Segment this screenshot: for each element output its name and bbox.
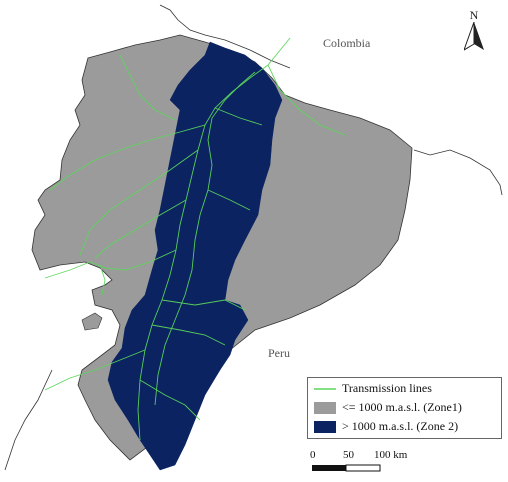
legend-label-zone1: <= 1000 m.a.s.l. (Zone1): [342, 400, 462, 414]
tline-6: [44, 249, 177, 279]
tline-11: [99, 264, 106, 296]
tline-5: [94, 199, 187, 259]
tline-8: [151, 324, 226, 346]
tline-15: [207, 189, 251, 211]
legend-label-transmission-lines: Transmission lines: [342, 381, 432, 395]
tline-13: [267, 64, 346, 136]
zone2-highlands: [107, 41, 283, 471]
peru-border-south: [4, 369, 53, 471]
tline-2: [154, 71, 256, 406]
scale-label-50: 50: [343, 449, 354, 461]
north-letter: N: [469, 8, 479, 22]
island-puna: [81, 312, 103, 331]
north-arrow-widget: N: [460, 8, 488, 54]
line-swatch-icon: [314, 388, 336, 390]
zone2-swatch: [314, 421, 336, 433]
tline-14: [214, 107, 263, 126]
north-arrow-icon: [464, 22, 484, 51]
tline-12: [119, 54, 176, 121]
zone1-swatch: [314, 402, 336, 414]
tline-7: [161, 299, 246, 311]
peru-colombia-border: [413, 149, 503, 196]
scale-bar: 0 50 100 km: [310, 447, 430, 477]
map-legend: Transmission lines <= 1000 m.a.s.l. (Zon…: [307, 377, 502, 439]
tline-10: [139, 379, 201, 421]
tline-3: [49, 124, 206, 191]
scale-bar-graphic: [312, 464, 381, 472]
tline-4: [79, 149, 199, 256]
scale-label-100: 100 km: [374, 449, 408, 461]
scale-label-0: 0: [310, 449, 316, 461]
colombia-border: [159, 4, 291, 69]
country-label-peru: Peru: [268, 346, 290, 360]
country-label-colombia: Colombia: [323, 36, 371, 50]
legend-label-zone2: > 1000 m.a.s.l. (Zone 2): [342, 419, 459, 433]
tline-9: [44, 349, 146, 391]
transmission-lines: [44, 37, 346, 441]
